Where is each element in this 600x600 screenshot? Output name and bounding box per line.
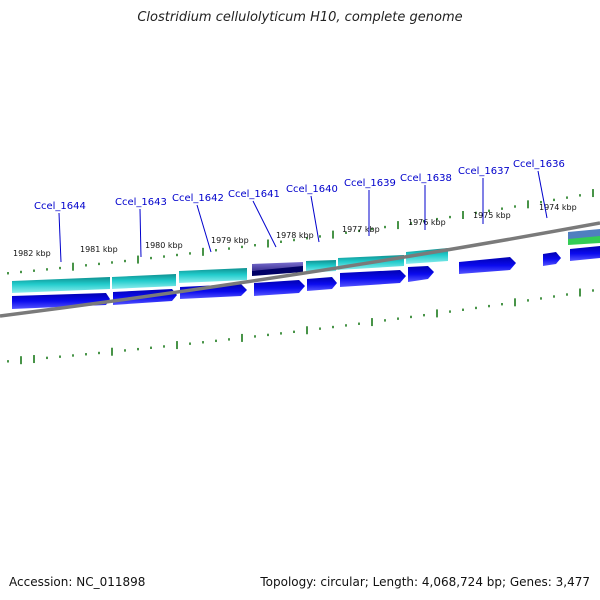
scale-label: 1975 kbp — [473, 211, 511, 220]
gene-leader-line — [139, 208, 142, 258]
scale-label: 1979 kbp — [211, 236, 249, 245]
gene-label[interactable]: Ccel_1644 — [34, 201, 86, 212]
scale-label: 1978 kbp — [276, 231, 314, 240]
gene-leader-line — [310, 195, 320, 243]
navy-feature-1641[interactable] — [252, 266, 303, 276]
cds-arrow-1638[interactable] — [408, 266, 434, 282]
cds-arrow-1636b[interactable] — [543, 252, 561, 266]
gene-label[interactable]: Ccel_1640 — [286, 184, 338, 195]
gene-leader-line — [252, 200, 277, 248]
teal-feature-1644[interactable] — [12, 277, 110, 293]
scale-label: 1980 kbp — [145, 241, 183, 250]
green-feature-1636[interactable] — [568, 236, 600, 245]
genome-summary-text: Topology: circular; Length: 4,068,724 bp… — [260, 575, 590, 589]
scale-label: 1982 kbp — [13, 249, 51, 258]
gene-leader-line — [196, 204, 212, 253]
gene-leader-line — [537, 170, 548, 219]
accession-text: Accession: NC_011898 — [9, 575, 146, 589]
cds-arrow-1640[interactable] — [307, 277, 337, 291]
gene-leader-line — [58, 212, 62, 263]
scale-label: 1976 kbp — [408, 218, 446, 227]
gene-label[interactable]: Ccel_1636 — [513, 159, 565, 170]
outer-tick-ring — [7, 189, 594, 275]
gene-label[interactable]: Ccel_1638 — [400, 173, 452, 184]
inner-tick-ring — [7, 288, 594, 365]
cds-arrow-track — [12, 246, 600, 309]
scale-label: 1981 kbp — [80, 245, 118, 254]
scale-labels: 1982 kbp 1981 kbp 1980 kbp 1979 kbp 1978 kbp… — [13, 203, 577, 258]
teal-feature-1642[interactable] — [179, 268, 247, 283]
gene-label[interactable]: Ccel_1639 — [344, 178, 396, 189]
map-title: Clostridium cellulolyticum H10, complete… — [137, 10, 463, 25]
scale-label: 1977 kbp — [342, 225, 380, 234]
cds-arrow-1639[interactable] — [340, 270, 406, 287]
teal-feature-track — [12, 229, 600, 293]
gene-label[interactable]: Ccel_1642 — [172, 193, 224, 204]
cds-arrow-1641[interactable] — [254, 280, 305, 296]
gene-label[interactable]: Ccel_1641 — [228, 189, 280, 200]
genome-backbone — [0, 221, 600, 318]
teal-feature-1643[interactable] — [112, 274, 176, 289]
scale-label: 1974 kbp — [539, 203, 577, 212]
gene-label[interactable]: Ccel_1637 — [458, 166, 510, 177]
gene-labels: Ccel_1644 Ccel_1643 Ccel_1642 Ccel_1641 Ccel… — [34, 159, 565, 263]
cds-arrow-1636[interactable] — [570, 246, 600, 261]
gene-label[interactable]: Ccel_1643 — [115, 197, 167, 208]
cds-arrow-1637[interactable] — [459, 257, 516, 274]
